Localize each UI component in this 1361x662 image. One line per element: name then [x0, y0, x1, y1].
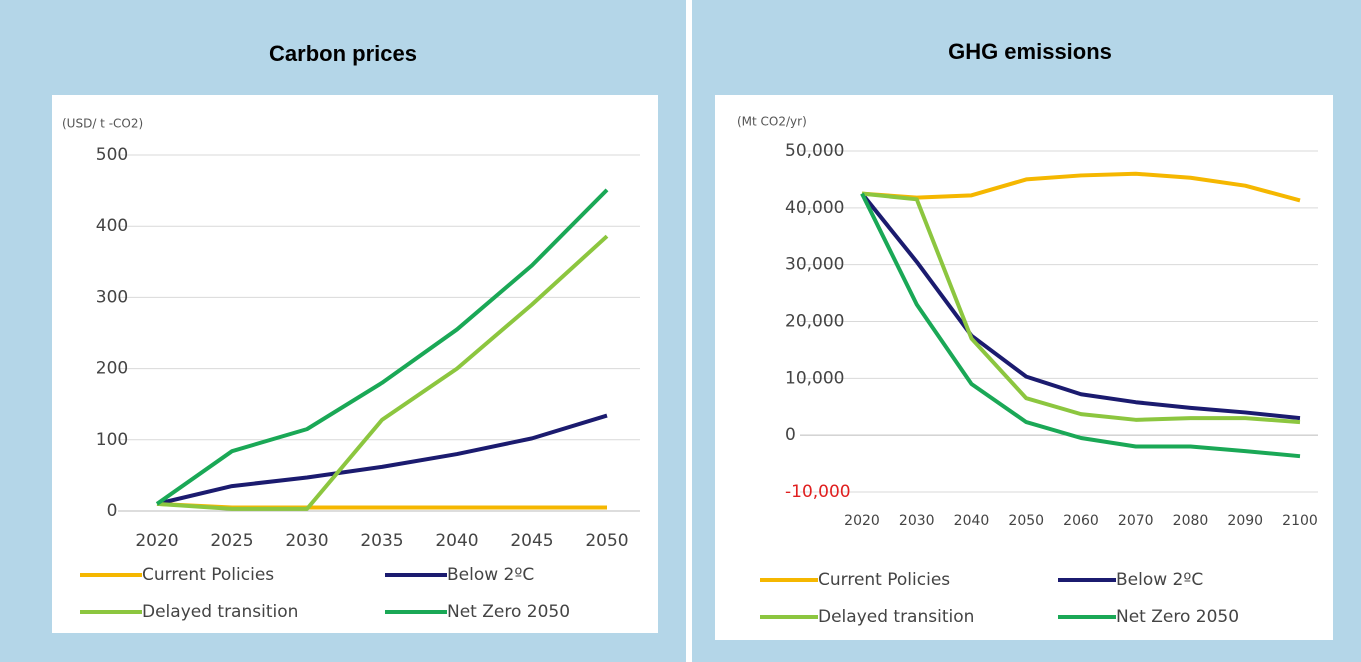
- x-tick-label: 2030: [899, 513, 935, 529]
- x-tick-label: 2025: [210, 531, 253, 551]
- series-line: [156, 413, 608, 506]
- x-tick-label: 2070: [1118, 513, 1154, 529]
- unit-label: (Mt CO2/yr): [737, 115, 807, 129]
- x-tick-label: 2020: [135, 531, 178, 551]
- chart-title: GHG emissions: [948, 39, 1112, 64]
- legend-label: Current Policies: [142, 565, 274, 585]
- legend-label: Net Zero 2050: [447, 602, 570, 622]
- series-line: [860, 192, 1301, 421]
- x-tick-label: 2100: [1282, 513, 1318, 529]
- series-line: [860, 192, 1301, 459]
- series-line: [156, 234, 609, 511]
- y-tick-label: 100: [96, 430, 128, 450]
- x-tick-label: 2050: [1008, 513, 1044, 529]
- x-tick-label: 2040: [435, 531, 478, 551]
- chart-area: [52, 95, 658, 633]
- y-tick-label: 200: [96, 359, 128, 379]
- chart-area: [715, 95, 1333, 640]
- series-line: [861, 171, 1301, 203]
- chart-title: Carbon prices: [269, 41, 417, 66]
- y-tick-label: 40,000: [785, 198, 844, 218]
- x-tick-label: 2060: [1063, 513, 1099, 529]
- x-tick-label: 2035: [360, 531, 403, 551]
- y-tick-label: 400: [96, 216, 128, 236]
- x-tick-label: 2040: [954, 513, 990, 529]
- x-tick-label: 2045: [510, 531, 553, 551]
- y-tick-label: 500: [96, 145, 128, 165]
- y-tick-label: 0: [785, 425, 796, 445]
- legend-label: Below 2ºC: [447, 565, 534, 585]
- legend-label: Delayed transition: [142, 602, 298, 622]
- series-line: [155, 188, 609, 506]
- y-tick-label: 300: [96, 287, 128, 307]
- legend-label: Delayed transition: [818, 607, 974, 627]
- y-tick-label: 20,000: [785, 312, 844, 332]
- x-tick-label: 2080: [1173, 513, 1209, 529]
- y-tick-label: 30,000: [785, 255, 844, 275]
- x-tick-label: 2020: [844, 513, 880, 529]
- unit-label: (USD/ t -CO2): [62, 117, 143, 131]
- y-tick-label: 50,000: [785, 141, 844, 161]
- y-tick-label: -10,000: [785, 482, 851, 502]
- y-tick-label: 0: [107, 501, 118, 521]
- legend-label: Net Zero 2050: [1116, 607, 1239, 627]
- series-line: [861, 191, 1301, 425]
- x-tick-label: 2090: [1227, 513, 1263, 529]
- legend-label: Current Policies: [818, 570, 950, 590]
- legend-label: Below 2ºC: [1116, 570, 1203, 590]
- x-tick-label: 2030: [285, 531, 328, 551]
- x-tick-label: 2050: [585, 531, 628, 551]
- y-tick-label: 10,000: [785, 368, 844, 388]
